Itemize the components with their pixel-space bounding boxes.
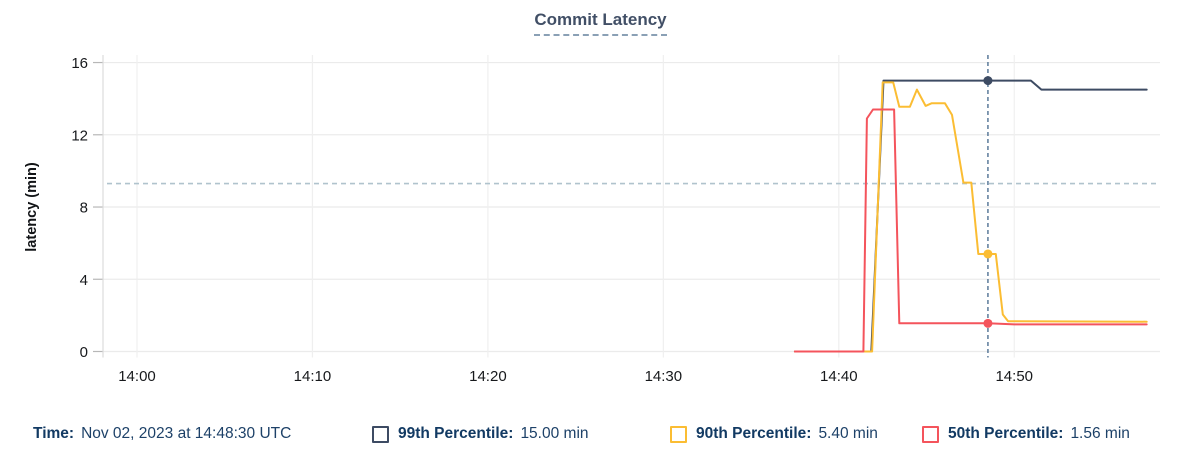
legend-time-value: Nov 02, 2023 at 14:48:30 UTC	[81, 425, 292, 442]
legend: Time: Nov 02, 2023 at 14:48:30 UTC 99th …	[0, 423, 1201, 453]
legend-swatch-90th-icon	[670, 425, 687, 443]
latency-chart[interactable]: 0 4 8 12 16 14:00 14:10 14:20 14:30 14:40 14:50 lat…	[0, 0, 1201, 408]
legend-value-50th: 1.56 min	[1070, 425, 1130, 442]
series-line-90th[interactable]	[793, 81, 1148, 353]
legend-item-50th-percentile[interactable]: 50th Percentile: 1.56 min	[922, 423, 1130, 445]
y-tick-label: 4	[80, 272, 88, 289]
legend-label-50th: 50th Percentile:	[948, 425, 1064, 442]
y-tick-label: 0	[80, 344, 88, 361]
legend-value-99th: 15.00 min	[520, 425, 589, 442]
cursor-dot-99th	[983, 76, 993, 86]
y-axis-label: latency (min)	[24, 162, 40, 252]
y-tick-label: 8	[80, 200, 88, 217]
legend-item-90th-percentile[interactable]: 90th Percentile: 5.40 min	[670, 423, 878, 445]
y-tick-label: 12	[71, 127, 88, 144]
series-line-50th[interactable]	[793, 108, 1148, 353]
legend-time-label: Time:	[33, 425, 75, 442]
x-tick-label: 14:40	[820, 368, 858, 385]
legend-item-99th-percentile[interactable]: 99th Percentile: 15.00 min	[372, 423, 589, 445]
cursor-dot-50th	[983, 318, 993, 328]
y-tick-label: 16	[71, 55, 88, 72]
cursor-dot-90th	[983, 249, 993, 259]
x-tick-label: 14:50	[995, 368, 1033, 385]
legend-swatch-99th-icon	[372, 425, 389, 443]
legend-time: Time: Nov 02, 2023 at 14:48:30 UTC	[33, 423, 291, 445]
x-tick-label: 14:10	[294, 368, 332, 385]
legend-swatch-50th-icon	[922, 425, 939, 443]
legend-label-99th: 99th Percentile:	[398, 425, 514, 442]
x-tick-label: 14:20	[469, 368, 507, 385]
series-line-99th[interactable]	[793, 79, 1148, 353]
x-tick-label: 14:00	[118, 368, 156, 385]
title-row: Commit Latency	[0, 10, 1201, 36]
chart-title[interactable]: Commit Latency	[534, 10, 667, 36]
x-tick-label: 14:30	[645, 368, 683, 385]
legend-label-90th: 90th Percentile:	[696, 425, 812, 442]
legend-value-90th: 5.40 min	[818, 425, 878, 442]
